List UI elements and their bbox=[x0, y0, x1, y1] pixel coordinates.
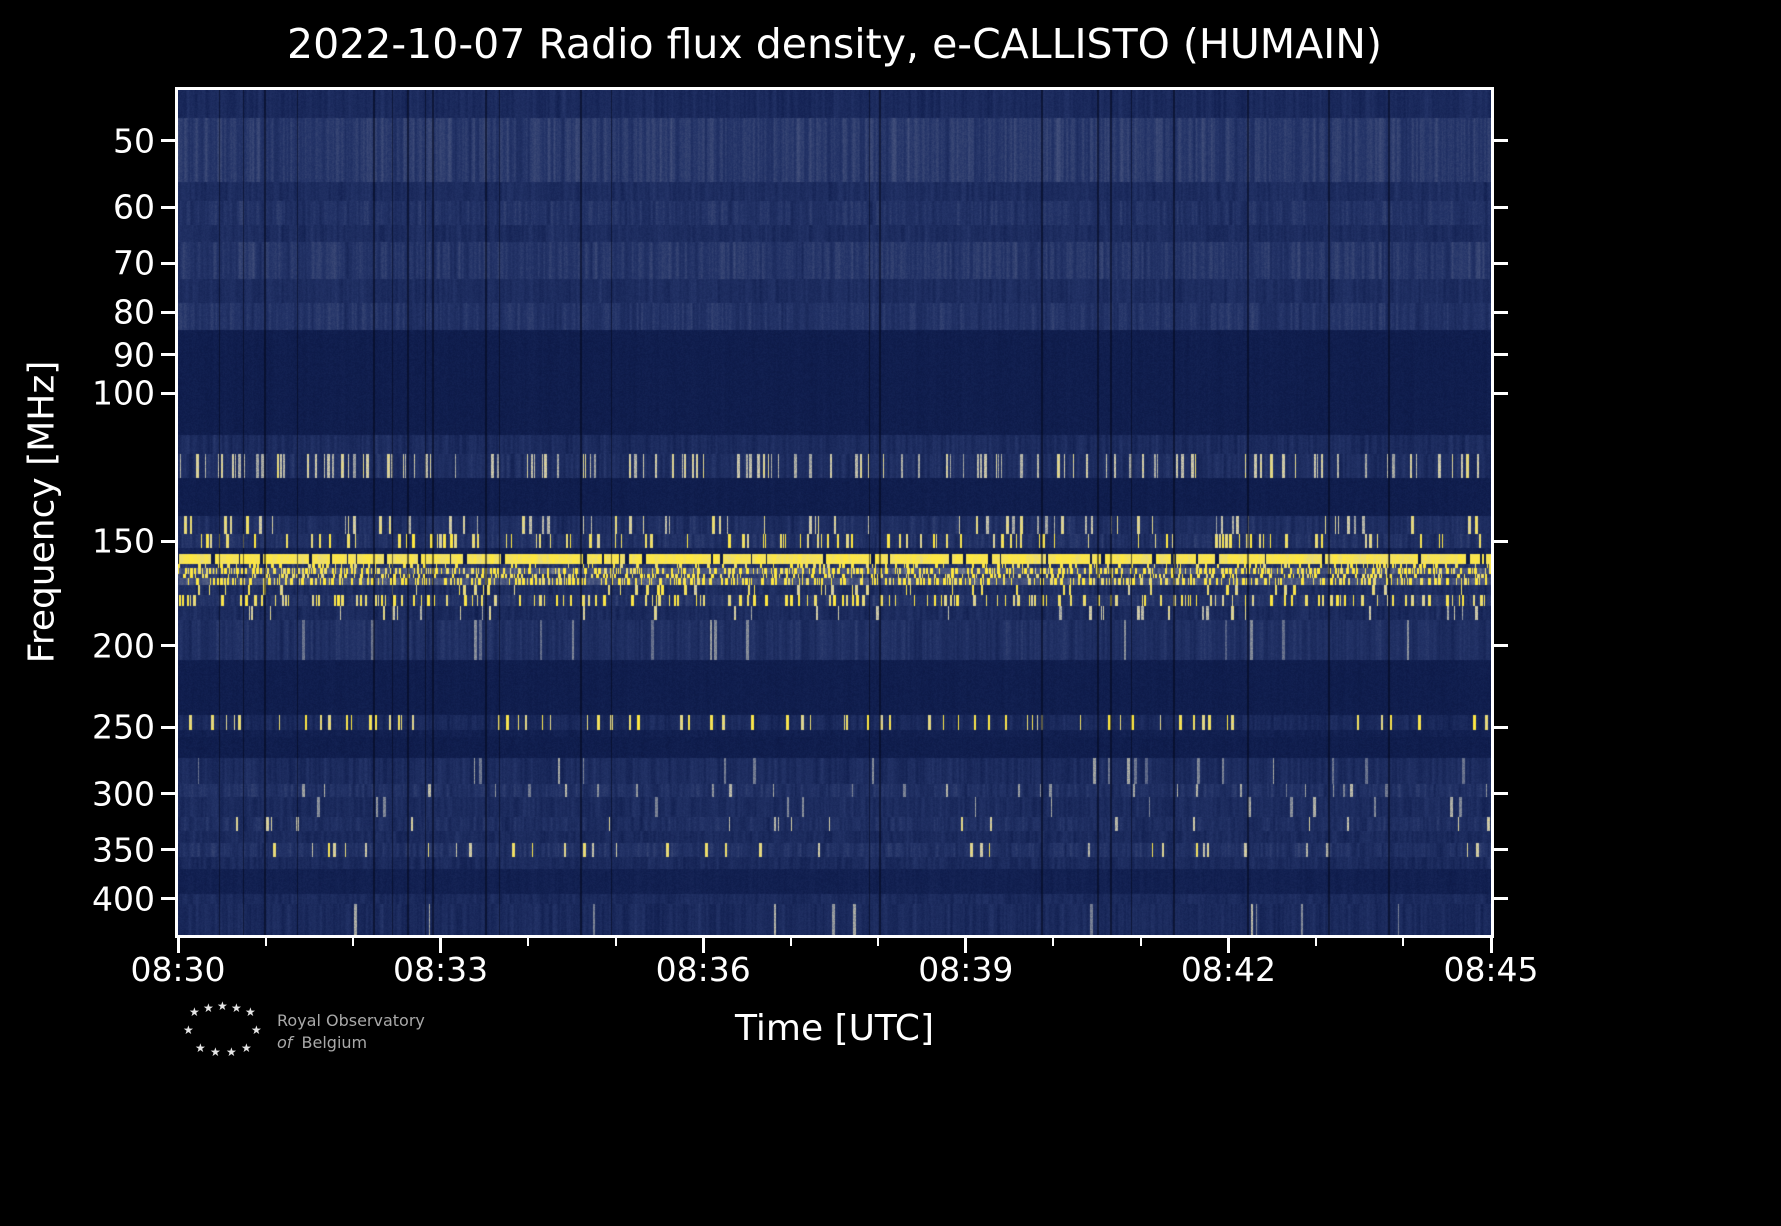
y-major-tick bbox=[161, 897, 175, 901]
logo-text-line2: of Belgium bbox=[277, 1032, 425, 1054]
y-tick-label: 60 bbox=[113, 187, 155, 227]
x-minor-tick bbox=[264, 938, 267, 946]
x-minor-tick bbox=[1314, 938, 1317, 946]
x-minor-tick bbox=[789, 938, 792, 946]
rob-stars-logo: ★ ★ ★ ★ ★ ★ ★ ★ ★ ★ ★ bbox=[183, 1000, 262, 1059]
x-tick-label: 08:33 bbox=[393, 950, 489, 989]
x-axis-label: Time [UTC] bbox=[734, 1008, 934, 1049]
y-major-tick-right bbox=[1494, 310, 1508, 314]
y-major-tick-right bbox=[1494, 644, 1508, 648]
chart-title: 2022-10-07 Radio flux density, e-CALLIST… bbox=[287, 20, 1382, 68]
svg-text:★: ★ bbox=[189, 1005, 200, 1019]
svg-text:★: ★ bbox=[217, 1000, 228, 1013]
svg-text:★: ★ bbox=[251, 1023, 262, 1037]
svg-text:★: ★ bbox=[241, 1041, 252, 1055]
y-tick-label: 50 bbox=[113, 121, 155, 161]
y-tick-label: 70 bbox=[113, 243, 155, 283]
plot-area bbox=[175, 87, 1494, 938]
rob-logo: ★ ★ ★ ★ ★ ★ ★ ★ ★ ★ ★ Royal Observatory … bbox=[183, 1000, 425, 1064]
y-tick-label: 400 bbox=[92, 879, 155, 919]
x-tick-label: 08:39 bbox=[918, 950, 1014, 989]
x-tick-label: 08:36 bbox=[655, 950, 751, 989]
svg-text:★: ★ bbox=[203, 1001, 214, 1015]
rob-logo-text: Royal Observatory of Belgium bbox=[277, 1010, 425, 1053]
x-major-tick bbox=[1489, 938, 1493, 953]
y-tick-label: 250 bbox=[92, 707, 155, 747]
svg-text:★: ★ bbox=[231, 1001, 242, 1015]
x-tick-label: 08:42 bbox=[1180, 950, 1276, 989]
x-major-tick bbox=[701, 938, 705, 953]
y-major-tick bbox=[161, 353, 175, 357]
svg-text:★: ★ bbox=[245, 1005, 256, 1019]
y-tick-label: 300 bbox=[92, 774, 155, 814]
y-major-tick bbox=[161, 261, 175, 265]
x-major-tick bbox=[964, 938, 968, 953]
svg-text:★: ★ bbox=[210, 1045, 221, 1059]
spectrogram-canvas bbox=[178, 90, 1491, 935]
logo-text-of: of bbox=[277, 1033, 293, 1052]
x-tick-label: 08:45 bbox=[1443, 950, 1539, 989]
y-tick-label: 100 bbox=[92, 373, 155, 413]
svg-text:★: ★ bbox=[226, 1045, 237, 1059]
x-minor-tick bbox=[1402, 938, 1405, 946]
y-major-tick-right bbox=[1494, 205, 1508, 209]
y-major-tick-right bbox=[1494, 261, 1508, 265]
y-major-tick-right bbox=[1494, 353, 1508, 357]
y-major-tick bbox=[161, 310, 175, 314]
y-major-tick bbox=[161, 139, 175, 143]
x-tick-label: 08:30 bbox=[130, 950, 226, 989]
y-tick-label: 350 bbox=[92, 830, 155, 870]
y-tick-label: 200 bbox=[92, 626, 155, 666]
svg-text:★: ★ bbox=[183, 1023, 194, 1037]
x-minor-tick bbox=[352, 938, 355, 946]
y-major-tick bbox=[161, 725, 175, 729]
y-major-tick bbox=[161, 539, 175, 543]
y-major-tick-right bbox=[1494, 539, 1508, 543]
y-major-tick-right bbox=[1494, 848, 1508, 852]
y-major-tick bbox=[161, 792, 175, 796]
y-tick-label: 90 bbox=[113, 335, 155, 375]
y-major-tick-right bbox=[1494, 725, 1508, 729]
svg-text:★: ★ bbox=[195, 1041, 206, 1055]
y-major-tick-right bbox=[1494, 391, 1508, 395]
y-major-tick bbox=[161, 391, 175, 395]
y-major-tick-right bbox=[1494, 792, 1508, 796]
x-major-tick bbox=[439, 938, 443, 953]
y-major-tick-right bbox=[1494, 897, 1508, 901]
y-major-tick bbox=[161, 205, 175, 209]
x-minor-tick bbox=[1052, 938, 1055, 946]
logo-text-line1: Royal Observatory bbox=[277, 1011, 425, 1031]
y-major-tick-right bbox=[1494, 139, 1508, 143]
x-minor-tick bbox=[1139, 938, 1142, 946]
y-tick-label: 150 bbox=[92, 521, 155, 561]
x-major-tick bbox=[176, 938, 180, 953]
x-minor-tick bbox=[614, 938, 617, 946]
y-major-tick bbox=[161, 848, 175, 852]
y-major-tick bbox=[161, 644, 175, 648]
logo-text-belgium: Belgium bbox=[301, 1033, 368, 1052]
x-major-tick bbox=[1226, 938, 1230, 953]
x-minor-tick bbox=[527, 938, 530, 946]
y-tick-label: 80 bbox=[113, 292, 155, 332]
x-minor-tick bbox=[877, 938, 880, 946]
